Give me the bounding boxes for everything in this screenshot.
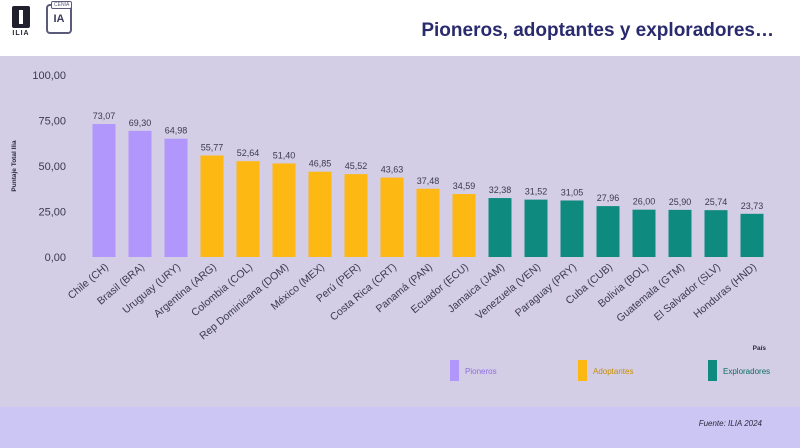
bar bbox=[92, 124, 116, 257]
legend-swatch bbox=[708, 360, 717, 381]
y-tick-label: 25,00 bbox=[38, 207, 66, 219]
bar-value-label: 26,00 bbox=[633, 197, 656, 207]
bar bbox=[524, 199, 548, 257]
x-tick-label: El Salvador (SLV) bbox=[652, 261, 723, 323]
y-tick-label: 50,00 bbox=[38, 161, 66, 173]
ilia-logo-mark bbox=[12, 6, 30, 28]
bar bbox=[452, 194, 476, 257]
ilia-logo: ILIA bbox=[8, 6, 34, 40]
bar bbox=[200, 155, 224, 257]
legend-label: Adoptantes bbox=[593, 367, 633, 376]
x-tick-label: Costa Rica (CRT) bbox=[328, 261, 399, 323]
bar-value-label: 37,48 bbox=[417, 176, 440, 186]
bar bbox=[560, 200, 584, 257]
bar-value-label: 23,73 bbox=[741, 201, 764, 211]
bar-value-label: 46,85 bbox=[309, 159, 332, 169]
y-tick-label: 100,00 bbox=[32, 70, 66, 82]
bar bbox=[740, 213, 764, 257]
x-tick-label: Venezuela (VEN) bbox=[474, 261, 543, 322]
bar-value-label: 25,74 bbox=[705, 197, 728, 207]
bar-value-label: 64,98 bbox=[165, 126, 188, 136]
footer-bar: Fuente: ILIA 2024 bbox=[0, 407, 800, 448]
bar-chart: Puntaje Total Ilia 0,00 25,00 50,00 75,00 100… bbox=[11, 70, 770, 381]
x-tick-label: Honduras (HND) bbox=[691, 261, 759, 320]
cenia-logo-text: IA bbox=[53, 13, 65, 25]
cenia-logo: CENIA IA bbox=[46, 1, 73, 34]
bar bbox=[236, 161, 260, 257]
bar bbox=[488, 198, 512, 257]
legend-swatch bbox=[578, 360, 587, 381]
bar bbox=[416, 188, 440, 257]
x-tick-label: Argentina (ARG) bbox=[152, 261, 219, 320]
bar bbox=[596, 206, 620, 257]
bar-value-label: 32,38 bbox=[489, 185, 512, 195]
bar bbox=[632, 209, 656, 257]
bar-value-label: 25,90 bbox=[669, 197, 692, 207]
y-axis-label: Puntaje Total Ilia bbox=[11, 140, 18, 192]
bar-value-label: 51,40 bbox=[273, 150, 296, 160]
bar bbox=[704, 210, 728, 257]
bar-value-label: 73,07 bbox=[93, 111, 116, 121]
header-bar: ILIA CENIA IA Pioneros, adoptantes y exp… bbox=[0, 0, 800, 56]
bar bbox=[128, 130, 152, 257]
x-tick-label: Paraguay (PRY) bbox=[513, 261, 579, 319]
bar-value-label: 52,64 bbox=[237, 148, 260, 158]
bar-value-label: 31,05 bbox=[561, 187, 584, 197]
bar-value-label: 31,52 bbox=[525, 187, 548, 197]
bar bbox=[272, 163, 296, 257]
y-tick-label: 0,00 bbox=[45, 252, 66, 264]
bar-value-label: 69,30 bbox=[129, 118, 152, 128]
ilia-logo-text: ILIA bbox=[12, 30, 30, 37]
source-note: Fuente: ILIA 2024 bbox=[698, 419, 762, 428]
x-tick-label: Colombia (COL) bbox=[189, 261, 255, 319]
bar bbox=[380, 177, 404, 257]
bar bbox=[668, 209, 692, 257]
bar-value-label: 55,77 bbox=[201, 142, 224, 152]
x-axis-label: País bbox=[753, 345, 767, 352]
legend-label: Pioneros bbox=[465, 367, 497, 376]
legend-label: Exploradores bbox=[723, 367, 770, 376]
bar-value-label: 27,96 bbox=[597, 193, 620, 203]
bar-value-label: 34,59 bbox=[453, 181, 476, 191]
legend-swatch bbox=[450, 360, 459, 381]
bar bbox=[164, 138, 188, 257]
bar-value-label: 45,52 bbox=[345, 161, 368, 171]
bar-value-label: 43,63 bbox=[381, 165, 404, 175]
page-title: Pioneros, adoptantes y exploradores… bbox=[421, 20, 774, 41]
y-tick-label: 75,00 bbox=[38, 116, 66, 128]
cenia-logo-badge: CENIA bbox=[51, 1, 73, 9]
bar bbox=[344, 174, 368, 257]
bar bbox=[308, 171, 332, 257]
